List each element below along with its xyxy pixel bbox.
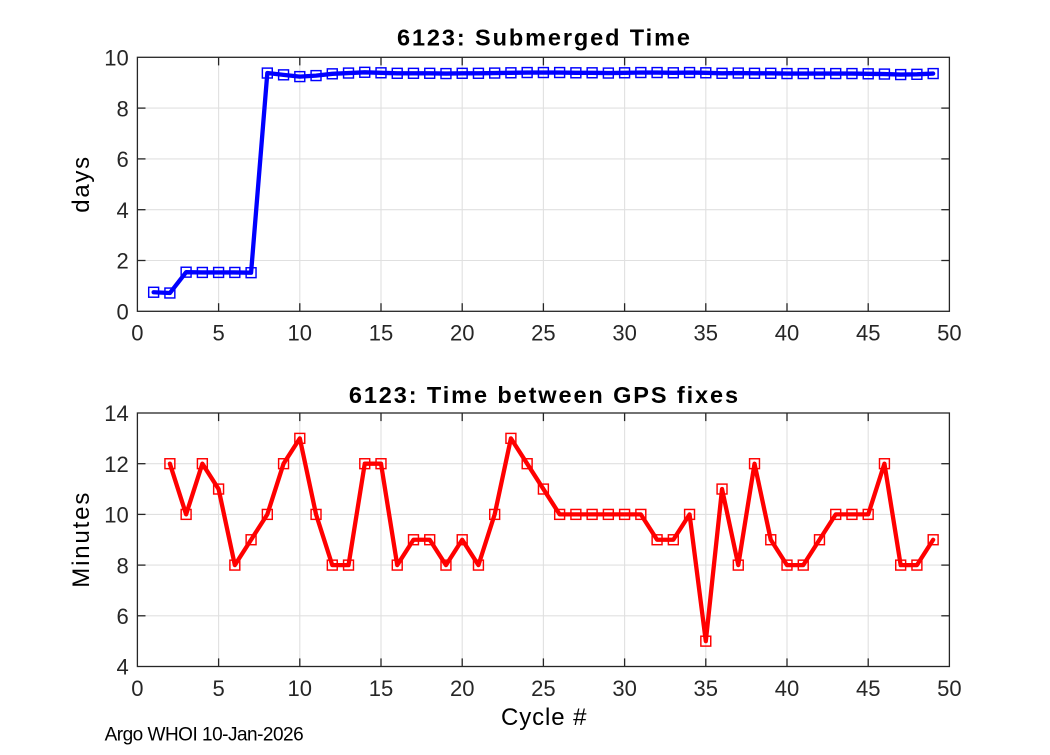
- svg-text:20: 20: [450, 321, 474, 346]
- svg-text:40: 40: [775, 321, 799, 346]
- svg-text:days: days: [68, 155, 95, 213]
- svg-text:0: 0: [116, 300, 128, 325]
- svg-text:8: 8: [116, 96, 128, 121]
- svg-text:Argo WHOI 10-Jan-2026: Argo WHOI 10-Jan-2026: [105, 725, 304, 746]
- svg-text:4: 4: [116, 655, 128, 680]
- svg-text:0: 0: [131, 321, 143, 346]
- svg-text:4: 4: [116, 198, 128, 223]
- svg-text:6123: Time between GPS fixes: 6123: Time between GPS fixes: [349, 382, 740, 408]
- svg-text:0: 0: [131, 676, 143, 701]
- svg-text:12: 12: [104, 452, 128, 477]
- svg-text:15: 15: [369, 321, 393, 346]
- svg-text:8: 8: [116, 553, 128, 578]
- svg-text:45: 45: [856, 321, 880, 346]
- svg-text:Cycle #: Cycle #: [501, 704, 587, 731]
- svg-text:5: 5: [212, 676, 224, 701]
- svg-text:14: 14: [104, 401, 128, 426]
- svg-text:25: 25: [531, 321, 555, 346]
- svg-text:35: 35: [694, 676, 718, 701]
- svg-text:15: 15: [369, 676, 393, 701]
- svg-text:25: 25: [531, 676, 555, 701]
- svg-text:50: 50: [937, 321, 961, 346]
- svg-text:10: 10: [288, 676, 312, 701]
- svg-text:6: 6: [116, 147, 128, 172]
- svg-text:35: 35: [694, 321, 718, 346]
- svg-text:50: 50: [937, 676, 961, 701]
- svg-text:30: 30: [612, 676, 636, 701]
- svg-text:20: 20: [450, 676, 474, 701]
- svg-text:10: 10: [104, 46, 128, 71]
- svg-text:10: 10: [104, 503, 128, 528]
- svg-text:5: 5: [212, 321, 224, 346]
- svg-text:45: 45: [856, 676, 880, 701]
- svg-text:40: 40: [775, 676, 799, 701]
- svg-text:Minutes: Minutes: [68, 491, 95, 588]
- svg-text:6: 6: [116, 604, 128, 629]
- svg-text:10: 10: [288, 321, 312, 346]
- svg-text:2: 2: [116, 249, 128, 274]
- svg-text:6123: Submerged Time: 6123: Submerged Time: [397, 25, 692, 51]
- svg-text:30: 30: [612, 321, 636, 346]
